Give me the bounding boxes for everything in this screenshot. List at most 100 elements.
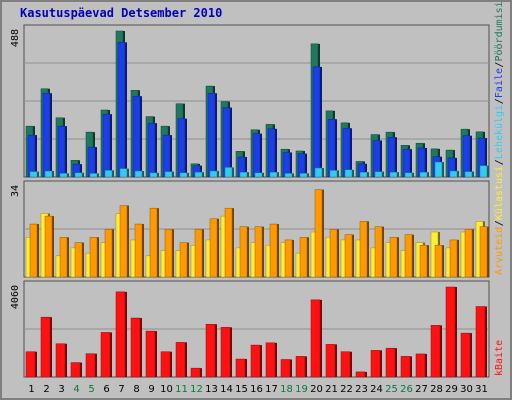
bar-sites-day-1: [29, 223, 38, 278]
x-tick-label-day-12: 12: [190, 384, 203, 395]
bar-kbytes-day-1: [25, 351, 36, 378]
legend-files: Faile: [494, 68, 505, 98]
bar-sites-day-14: [224, 207, 233, 278]
bar-pages-day-25: [389, 171, 398, 178]
bar-pages-day-29: [449, 170, 458, 178]
bar-sites-day-31: [479, 226, 488, 278]
bar-kbytes-day-19: [295, 356, 306, 378]
x-tick-label-day-2: 2: [43, 384, 49, 395]
legend-separator: /: [494, 98, 505, 104]
bar-sites-day-15: [239, 226, 248, 278]
bar-sites-day-10: [164, 229, 173, 278]
bar-files-day-3: [57, 125, 66, 178]
bar-kbytes-day-10: [160, 351, 171, 378]
x-tick-label-day-21: 21: [325, 384, 338, 395]
bar-files-day-20: [312, 66, 321, 178]
x-tick-label-day-14: 14: [220, 384, 233, 395]
bar-kbytes-day-5: [85, 353, 96, 378]
bar-sites-day-5: [89, 237, 98, 278]
bar-kbytes-day-14: [220, 327, 231, 378]
x-tick-label-day-30: 30: [460, 384, 473, 395]
x-tick-label-day-6: 6: [103, 384, 109, 395]
x-tick-label-day-22: 22: [340, 384, 353, 395]
x-tick-label-day-16: 16: [250, 384, 263, 395]
bar-sites-day-20: [314, 189, 323, 278]
bar-files-day-16: [252, 133, 261, 178]
bar-files-day-8: [132, 95, 141, 178]
x-tick-label-day-31: 31: [475, 384, 488, 395]
bar-sites-day-2: [44, 215, 53, 278]
bar-kbytes-day-18: [280, 359, 291, 378]
bar-kbytes-day-3: [55, 343, 66, 378]
bar-pages-day-4: [74, 172, 83, 178]
bar-pages-day-10: [164, 171, 173, 178]
bar-kbytes-day-20: [310, 299, 321, 378]
bar-pages-day-16: [254, 172, 263, 178]
bar-sites-day-24: [374, 226, 383, 278]
legend-separator: /: [494, 62, 505, 68]
x-tick-label-day-23: 23: [355, 384, 368, 395]
bar-kbytes-day-25: [385, 347, 396, 378]
bar-pages-day-9: [149, 172, 158, 178]
x-tick-label-day-17: 17: [265, 384, 278, 395]
bar-kbytes-day-2: [40, 316, 51, 378]
bar-pages-day-20: [314, 167, 323, 178]
x-tick-label-day-1: 1: [28, 384, 34, 395]
bar-kbytes-day-23: [355, 371, 366, 378]
bar-sites-day-19: [299, 237, 308, 278]
bar-files-day-9: [147, 122, 156, 178]
x-tick-label-day-15: 15: [235, 384, 248, 395]
bar-sites-day-8: [134, 223, 143, 278]
bar-kbytes-day-31: [475, 306, 486, 378]
bar-kbytes-day-8: [130, 317, 141, 378]
bar-kbytes-day-6: [100, 332, 111, 378]
bar-kbytes-day-26: [400, 356, 411, 378]
bar-pages-day-26: [404, 172, 413, 178]
bar-pages-day-6: [104, 170, 113, 178]
bar-sites-day-23: [359, 221, 368, 278]
bar-pages-day-8: [134, 170, 143, 178]
bar-kbytes-day-30: [460, 332, 471, 378]
legend-sites: Arvuteid: [494, 227, 505, 275]
bar-pages-day-7: [119, 168, 128, 178]
bar-sites-day-28: [434, 244, 443, 278]
bar-pages-day-5: [89, 173, 98, 178]
x-tick-label-day-27: 27: [415, 384, 428, 395]
y-max-label-3: 4060: [10, 285, 21, 309]
bar-pages-day-31: [479, 165, 488, 178]
bar-sites-day-29: [449, 239, 458, 278]
x-tick-label-day-5: 5: [88, 384, 94, 395]
x-tick-label-day-24: 24: [370, 384, 383, 395]
bar-files-day-25: [387, 136, 396, 178]
x-tick-label-day-25: 25: [385, 384, 398, 395]
bar-pages-day-28: [434, 161, 443, 178]
bar-kbytes-day-17: [265, 342, 276, 378]
bar-kbytes-day-22: [340, 351, 351, 378]
bar-pages-day-30: [464, 171, 473, 178]
bar-files-day-30: [462, 135, 471, 178]
bar-pages-day-11: [179, 172, 188, 178]
bar-pages-day-21: [329, 170, 338, 178]
bar-pages-day-22: [344, 169, 353, 178]
bar-pages-day-13: [209, 170, 218, 178]
bar-sites-day-27: [419, 244, 428, 278]
x-tick-label-day-29: 29: [445, 384, 458, 395]
bar-files-day-10: [162, 134, 171, 178]
bar-sites-day-9: [149, 207, 158, 278]
bar-pages-day-27: [419, 171, 428, 178]
x-tick-label-day-7: 7: [118, 384, 124, 395]
bar-pages-day-14: [224, 167, 233, 178]
bar-sites-day-3: [59, 237, 68, 278]
bar-kbytes-day-7: [115, 291, 126, 378]
bar-kbytes-day-12: [190, 367, 201, 378]
bar-kbytes-day-27: [415, 353, 426, 378]
x-tick-label-day-19: 19: [295, 384, 308, 395]
legend-separator: /: [494, 159, 505, 165]
bar-files-day-2: [42, 92, 51, 178]
bar-files-day-17: [267, 128, 276, 178]
bar-kbytes-day-16: [250, 344, 261, 378]
x-tick-label-day-18: 18: [280, 384, 293, 395]
bar-pages-day-19: [299, 173, 308, 178]
